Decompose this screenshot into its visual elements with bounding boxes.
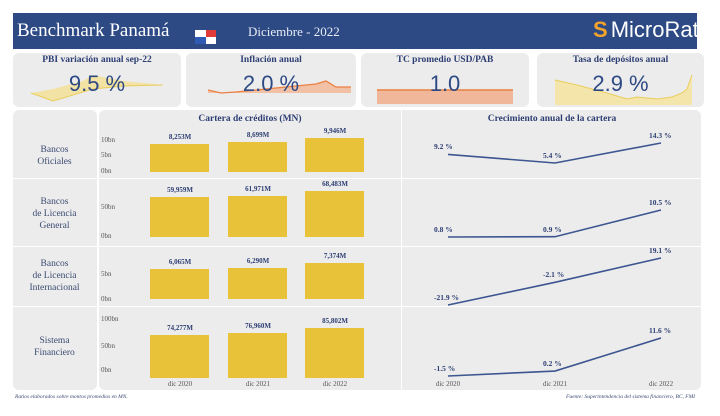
bar (150, 269, 209, 299)
line-value-label: 0.8 % (434, 225, 453, 234)
bar (228, 267, 287, 299)
y-tick-label: 100bn (101, 315, 119, 323)
row-label-text: Bancos de Licencia General (32, 197, 77, 231)
column-divider (401, 110, 402, 390)
bar (150, 334, 209, 378)
pbi-sparkline (30, 75, 164, 102)
microrate-logo: S MicroRate (593, 17, 711, 43)
row-label-licencia-general: Bancos de Licencia General (13, 196, 96, 232)
y-tick-label: 0bn (101, 232, 112, 240)
x-axis-label: dic 2021 (245, 380, 271, 388)
bar (228, 142, 287, 172)
line-value-label: 0.2 % (543, 359, 562, 369)
y-tick-label: 0bn (101, 167, 112, 175)
x-axis-label: dic 2020 (435, 380, 461, 388)
y-tick-label: 50bn (101, 203, 115, 211)
kpi-card-depositos: Tasa de depósitos anual 2.9 % (537, 53, 704, 107)
period-label: Diciembre - 2022 (248, 24, 340, 39)
row-label-text: Sistema Financiero (34, 336, 75, 358)
bar-value-label: 6,290M (246, 256, 270, 265)
y-tick-label: 0bn (101, 366, 112, 374)
bar (305, 262, 364, 299)
bar-value-label: 76,960M (245, 322, 271, 331)
bar-value-label: 8,699M (246, 131, 270, 140)
logo-name: MicroRate (610, 17, 711, 42)
row-divider (13, 178, 701, 179)
line-value-label: 10.5 % (649, 198, 672, 207)
row-divider (13, 306, 701, 307)
kpi-card-inflacion: Inflación anual 2.0 % (186, 53, 356, 107)
logo-s-icon: S (593, 17, 608, 42)
bar-value-label: 61,971M (245, 184, 271, 193)
kpi-value: 2.9 % (592, 71, 649, 96)
row-label-licencia-internacional: Bancos de Licencia Internacional (13, 258, 96, 294)
line-value-label: -1.5 % (434, 364, 456, 373)
row-label-text: Bancos Oficiales (37, 145, 72, 167)
bar-value-label: 6,065M (168, 258, 192, 267)
y-tick-label: 5bn (101, 270, 112, 278)
kpi-label: TC promedio USD/PAB (396, 55, 494, 65)
row-divider (13, 246, 701, 247)
kpi-card-pbi: PBI variación anual sep-22 9.5 % (13, 53, 181, 107)
y-tick-label: 10bn (101, 136, 115, 144)
bar (150, 197, 209, 237)
panama-flag-icon (195, 30, 216, 44)
row-label-text: Bancos de Licencia Internacional (29, 259, 80, 293)
x-axis-label: dic 2020 (167, 380, 193, 388)
bar (150, 143, 209, 172)
kpi-value: 9.5 % (68, 71, 126, 96)
kpi-label: Inflación anual (240, 55, 302, 65)
y-tick-label: 0bn (101, 295, 112, 303)
x-axis-label: dic 2022 (322, 380, 348, 388)
bar (305, 191, 364, 237)
line-value-label: 14.3 % (649, 131, 672, 140)
row-label-sistema-financiero: Sistema Financiero (13, 335, 96, 359)
line-value-label: 0.9 % (543, 224, 562, 234)
kpi-label: PBI variación anual sep-22 (42, 55, 152, 65)
inflacion-sparkline (207, 80, 351, 94)
row-label-bancos-oficiales: Bancos Oficiales (13, 144, 96, 168)
line-value-label: 19.1 % (649, 246, 672, 255)
bar-chart-title: Cartera de créditos (MN) (198, 114, 302, 124)
y-tick-label: 50bn (101, 342, 115, 350)
bar-value-label: 59,959M (167, 186, 193, 195)
line-value-label: 11.6 % (649, 326, 672, 335)
bar-value-label: 9,946M (323, 127, 347, 136)
footnote-left: Ratios elaborados sobre montos promedios… (15, 394, 128, 400)
line-value-label: 9.2 % (434, 142, 453, 152)
line-value-label: -2.1 % (543, 270, 565, 280)
bar-value-label: 68,483M (322, 180, 348, 189)
kpi-value: 1.0 (429, 71, 461, 96)
y-tick-label: 5bn (101, 151, 112, 159)
bar-value-label: 74,277M (167, 323, 193, 332)
kpi-label: Tasa de depósitos anual (572, 55, 669, 65)
line-value-label: 5.4 % (543, 151, 562, 160)
page-title: Benchmark Panamá (17, 20, 170, 41)
bar-value-label: 7,374M (323, 251, 347, 260)
line-value-label: -21.9 % (434, 293, 459, 302)
bar (305, 138, 364, 172)
header-bar: Benchmark Panamá Diciembre - 2022 S Micr… (13, 13, 711, 49)
depositos-sparkline (554, 74, 693, 105)
x-axis-label: dic 2022 (648, 380, 674, 388)
bar-value-label: 85,802M (322, 317, 348, 326)
line-chart-title: Crecimiento anual de la cartera (487, 114, 617, 124)
kpi-value: 2.0 % (242, 71, 300, 96)
bar (228, 333, 287, 378)
kpi-card-tc: TC promedio USD/PAB 1.0 (361, 53, 529, 107)
bar (228, 195, 287, 237)
tc-sparkline (377, 89, 513, 104)
footnote-right: Fuente: Superintendencia del sistema fin… (566, 394, 696, 400)
row-label-panel (13, 110, 97, 390)
bar (305, 328, 364, 378)
x-axis-label: dic 2021 (542, 380, 568, 388)
bar-value-label: 8,253M (168, 132, 192, 141)
